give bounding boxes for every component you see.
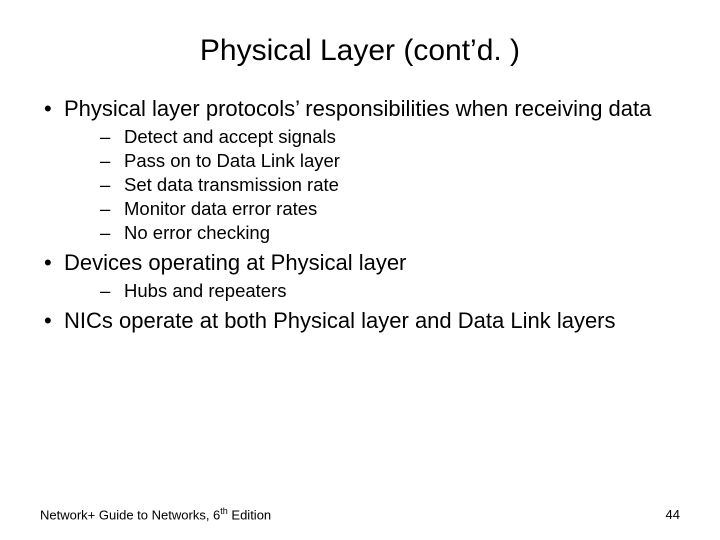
bullet-1: Physical layer protocols’ responsibiliti… — [40, 96, 680, 122]
footer-left-sup: th — [220, 506, 228, 516]
bullet-group-3: NICs operate at both Physical layer and … — [40, 308, 680, 334]
slide-title: Physical Layer (cont’d. ) — [40, 34, 680, 68]
bullet-1-sub-3: Set data transmission rate — [40, 174, 680, 196]
footer-left: Network+ Guide to Networks, 6th Edition — [40, 506, 271, 522]
slide: Physical Layer (cont’d. ) Physical layer… — [0, 0, 720, 540]
page-number: 44 — [666, 507, 680, 522]
footer: Network+ Guide to Networks, 6th Edition … — [40, 506, 680, 522]
bullet-1-sub-1: Detect and accept signals — [40, 126, 680, 148]
bullet-2-sub-1: Hubs and repeaters — [40, 280, 680, 302]
bullet-2: Devices operating at Physical layer — [40, 250, 680, 276]
bullet-1-sub-4: Monitor data error rates — [40, 198, 680, 220]
bullet-1-sub-2: Pass on to Data Link layer — [40, 150, 680, 172]
footer-left-post: Edition — [228, 507, 271, 522]
footer-left-pre: Network+ Guide to Networks, 6 — [40, 507, 220, 522]
bullet-group-1: Physical layer protocols’ responsibiliti… — [40, 96, 680, 244]
bullet-3: NICs operate at both Physical layer and … — [40, 308, 680, 334]
bullet-group-2: Devices operating at Physical layer Hubs… — [40, 250, 680, 302]
bullet-1-sub-5: No error checking — [40, 222, 680, 244]
